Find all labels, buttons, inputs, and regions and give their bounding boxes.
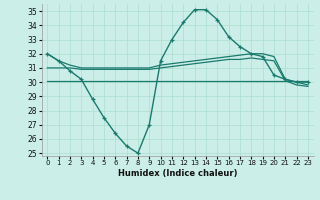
X-axis label: Humidex (Indice chaleur): Humidex (Indice chaleur) — [118, 169, 237, 178]
